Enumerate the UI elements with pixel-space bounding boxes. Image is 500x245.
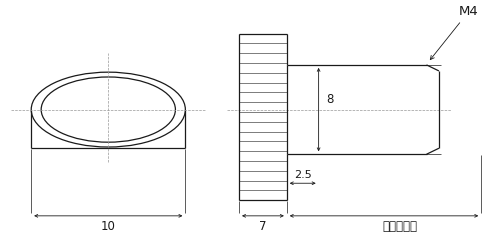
Text: 7: 7 <box>259 220 266 233</box>
Text: ねじの長さ: ねじの長さ <box>382 220 417 233</box>
Text: 2.5: 2.5 <box>294 170 312 180</box>
Text: M4: M4 <box>430 5 478 60</box>
Text: 8: 8 <box>326 93 333 106</box>
Text: 10: 10 <box>101 220 116 233</box>
